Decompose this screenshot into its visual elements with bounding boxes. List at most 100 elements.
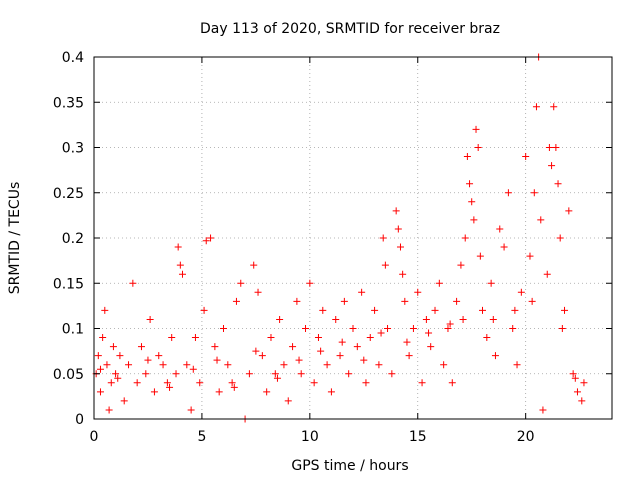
data-point	[146, 315, 154, 323]
data-point	[263, 388, 271, 396]
data-point	[362, 379, 370, 387]
data-point	[293, 297, 301, 305]
data-point	[178, 270, 186, 278]
y-tick-label: 0.25	[53, 186, 84, 202]
data-point	[267, 334, 275, 342]
data-point	[511, 306, 519, 314]
data-point	[431, 306, 439, 314]
data-point	[168, 334, 176, 342]
data-point	[213, 356, 221, 364]
data-point	[552, 144, 560, 151]
data-point	[258, 352, 266, 360]
data-point	[537, 216, 545, 224]
data-point	[338, 338, 346, 346]
data-point	[543, 270, 551, 278]
data-point	[504, 189, 512, 197]
data-point	[384, 325, 392, 332]
data-point	[349, 325, 357, 332]
data-point	[96, 388, 104, 396]
data-point	[496, 225, 504, 233]
data-point	[297, 370, 305, 378]
data-point	[468, 198, 476, 206]
data-point	[500, 243, 508, 251]
data-point	[405, 352, 413, 360]
data-point	[435, 279, 443, 287]
data-point	[483, 334, 491, 342]
data-point	[539, 406, 547, 414]
data-point	[319, 306, 327, 314]
data-point	[187, 406, 195, 414]
data-point	[545, 144, 553, 151]
data-point	[252, 347, 260, 355]
data-point	[565, 207, 573, 215]
data-point	[159, 361, 167, 369]
data-point	[561, 306, 569, 314]
data-point	[94, 352, 102, 360]
data-point	[526, 252, 534, 260]
y-tick-label: 0.3	[62, 141, 84, 157]
data-point	[522, 153, 530, 161]
data-point	[548, 162, 556, 170]
x-tick-label: 15	[409, 429, 427, 445]
data-point	[358, 288, 366, 296]
data-point	[200, 306, 208, 314]
data-point	[466, 180, 474, 188]
data-point	[142, 370, 150, 378]
data-point	[476, 252, 484, 260]
data-point	[446, 320, 454, 328]
data-point	[103, 361, 111, 369]
data-point	[114, 374, 122, 382]
data-point	[314, 334, 322, 342]
data-point	[340, 297, 348, 305]
data-point	[284, 397, 292, 405]
data-point	[425, 329, 433, 337]
data-point	[155, 352, 163, 360]
y-tick-label: 0.2	[62, 231, 84, 247]
data-point	[414, 288, 422, 296]
data-point	[418, 379, 426, 387]
data-point	[509, 325, 517, 332]
data-point	[116, 352, 124, 360]
data-point	[470, 216, 478, 224]
data-point	[120, 397, 128, 405]
data-point	[245, 370, 253, 378]
data-point	[457, 261, 465, 269]
y-tick-label: 0.4	[62, 50, 84, 66]
data-point	[254, 288, 262, 296]
data-point	[276, 315, 284, 323]
data-point	[125, 361, 133, 369]
data-point	[379, 234, 387, 242]
data-point	[532, 103, 540, 111]
data-point	[571, 374, 579, 382]
data-point	[580, 379, 588, 387]
data-point	[137, 343, 145, 351]
data-point	[381, 261, 389, 269]
data-point	[392, 207, 400, 215]
data-point	[401, 297, 409, 305]
data-point	[440, 361, 448, 369]
data-point	[191, 334, 199, 342]
data-point	[109, 343, 117, 351]
data-point	[517, 288, 525, 296]
chart-title: Day 113 of 2020, SRMTID for receiver bra…	[200, 21, 500, 37]
data-point	[306, 279, 314, 287]
data-point	[558, 325, 566, 332]
data-point	[403, 338, 411, 346]
data-point	[150, 388, 158, 396]
data-point	[202, 237, 210, 245]
data-point	[513, 361, 521, 369]
data-point	[491, 352, 499, 360]
data-point	[399, 270, 407, 278]
y-tick-label: 0	[75, 412, 84, 428]
data-point	[183, 361, 191, 369]
data-point	[422, 315, 430, 323]
data-points-layer	[92, 53, 588, 423]
data-point	[101, 306, 109, 314]
x-tick-label: 20	[517, 429, 535, 445]
y-tick-label: 0.15	[53, 276, 84, 292]
data-point	[528, 297, 536, 305]
x-axis-label: GPS time / hours	[291, 458, 408, 474]
data-point	[353, 343, 361, 351]
data-point	[105, 406, 113, 414]
data-point	[409, 325, 417, 332]
